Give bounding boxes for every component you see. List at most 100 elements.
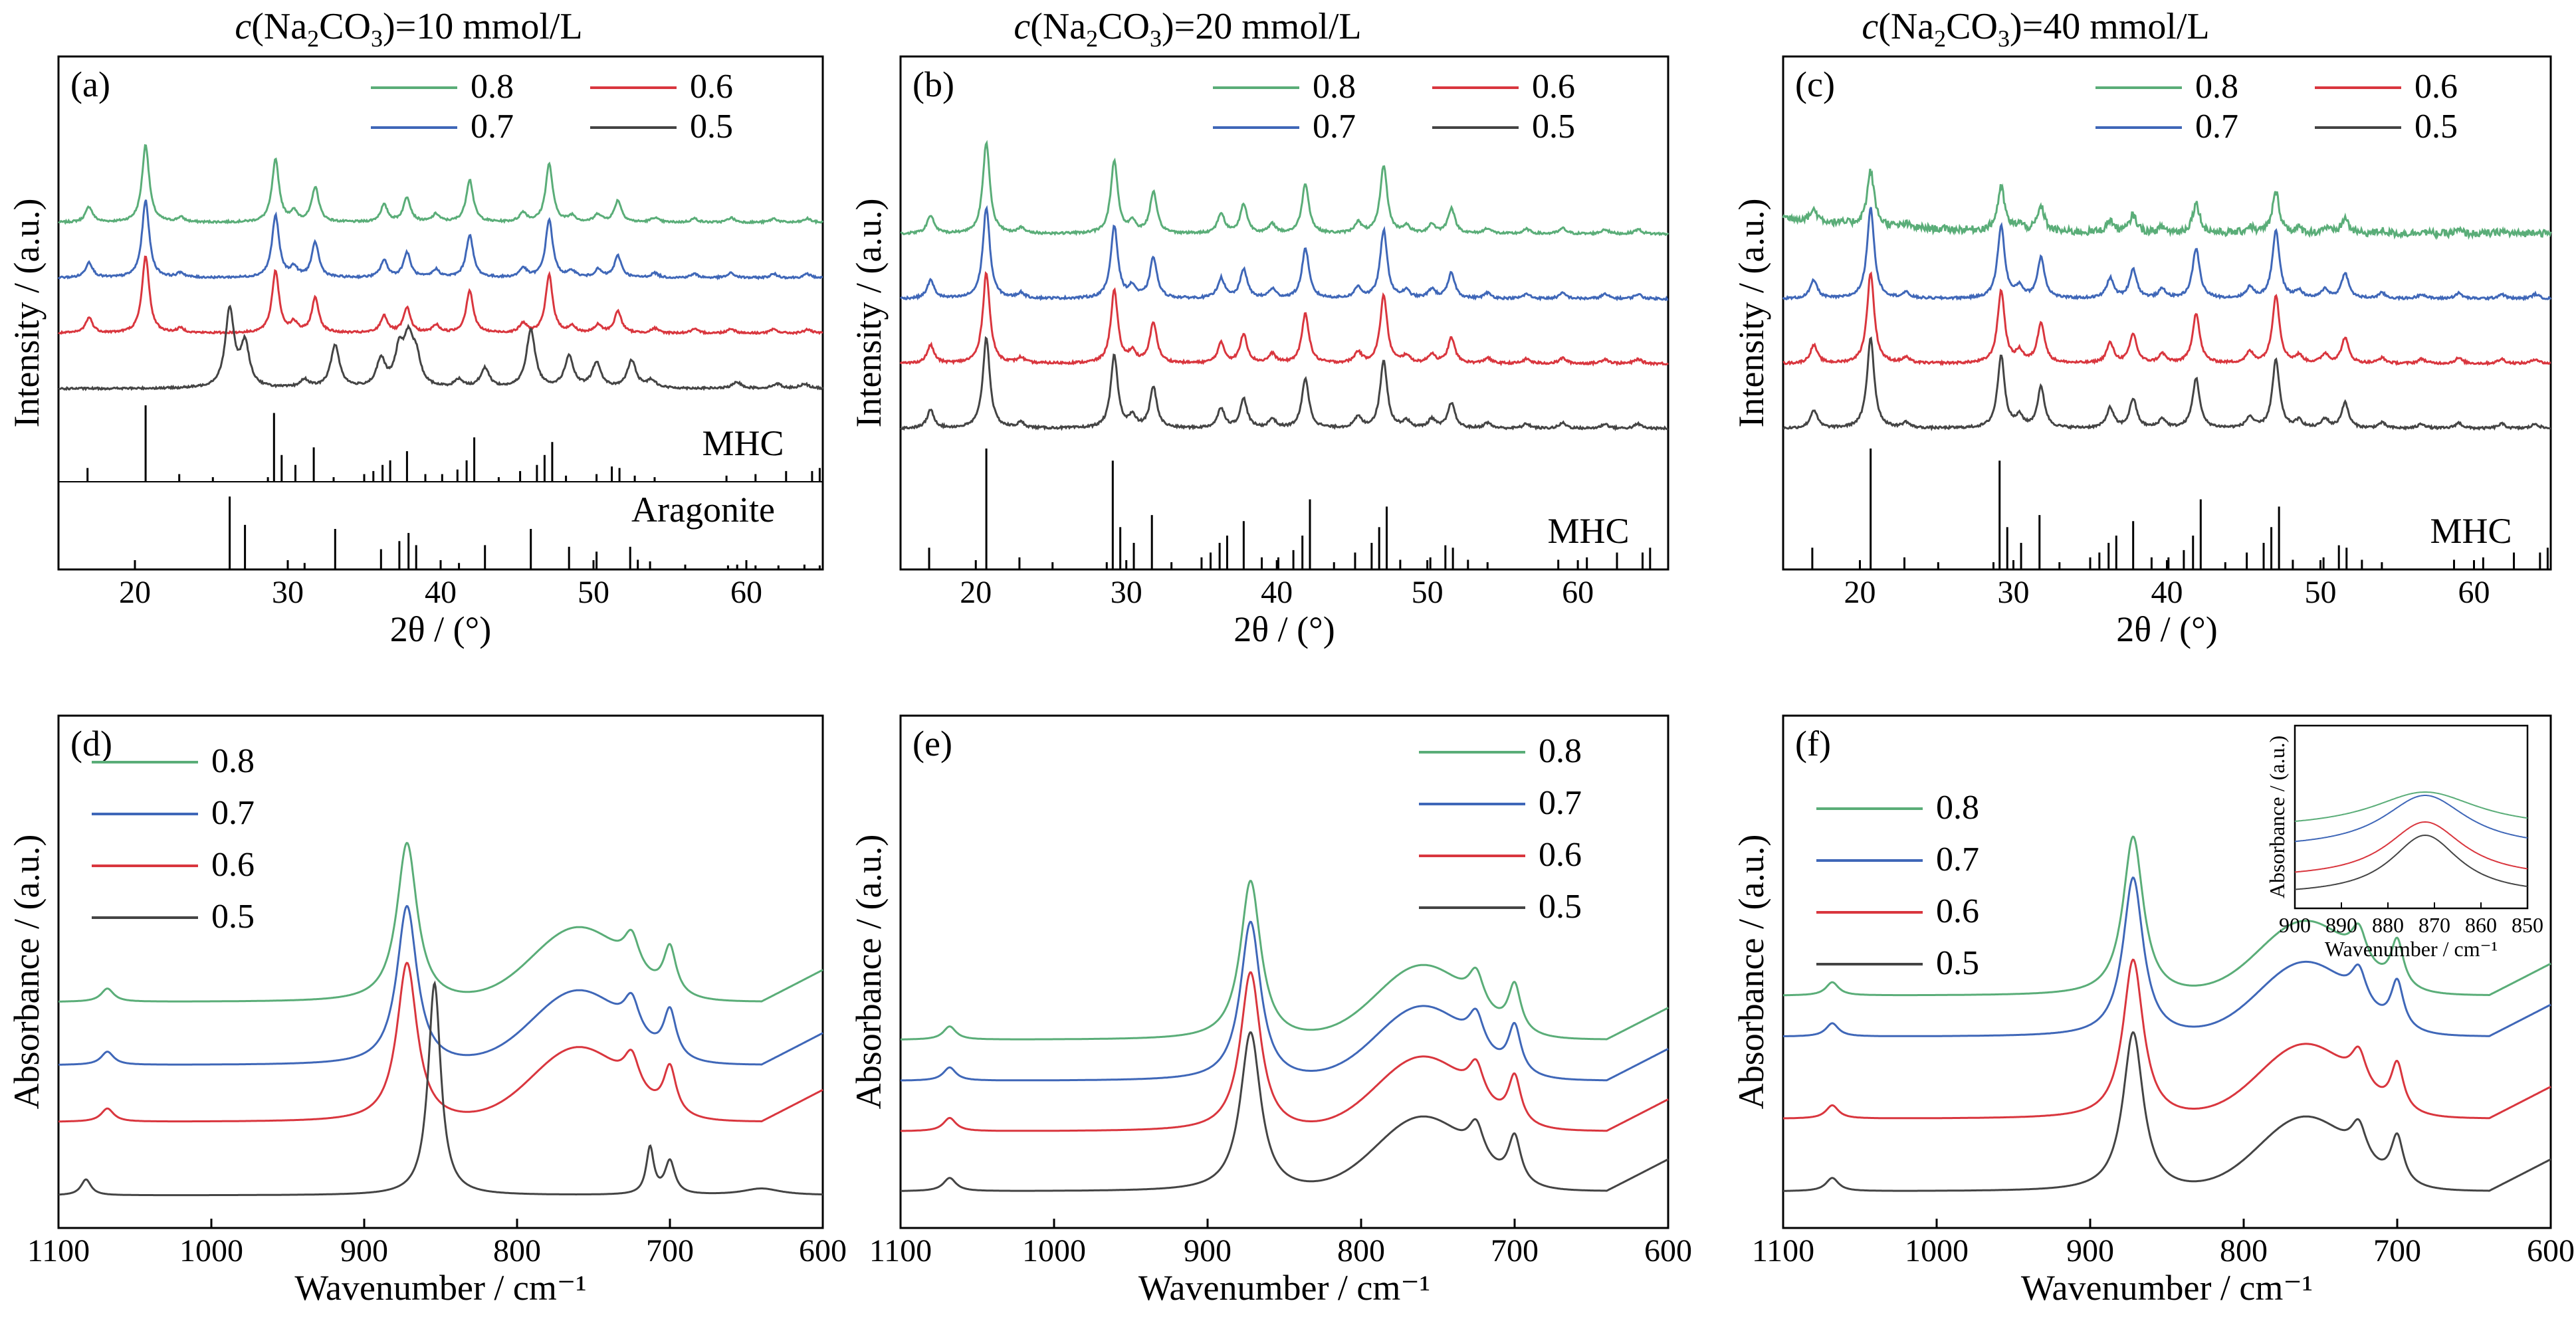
- x-tick-label: 1100: [27, 1233, 90, 1268]
- series-line-0.7: [1782, 207, 2552, 302]
- x-tick-label: 1000: [1905, 1233, 1969, 1268]
- panel-b: 20 30 40 50 60 2θ / (°) Intensity / (a.u.) (b) M…: [849, 55, 1669, 649]
- x-tick-label: 1100: [869, 1233, 932, 1268]
- x-tick-label: 60: [2458, 575, 2490, 610]
- series-line-0.7: [1783, 876, 2551, 1037]
- legend-label-0.5: 0.5: [211, 898, 255, 936]
- x-tick-label: 20: [960, 575, 992, 610]
- panel-e: 1100 1000 900 800 700 600 Wavenumber / cm⁻¹ Abs…: [849, 714, 1692, 1308]
- column-title-1: c(Na2CO3)=10 mmol/L: [235, 6, 583, 52]
- panel-label: (f): [1795, 724, 1831, 763]
- x-tick-label: 20: [119, 575, 151, 610]
- column-title-3: c(Na2CO3)=40 mmol/L: [1862, 6, 2210, 52]
- series-line-0.5: [58, 980, 823, 1197]
- plot-frame: [1782, 714, 2552, 1229]
- x-tick-label: 800: [1337, 1233, 1385, 1268]
- inset-plot: 900 890 880 870 860 850 Wavenumber / cm⁻¹ Absor…: [2265, 724, 2543, 961]
- legend-label-0.5: 0.5: [1532, 108, 1575, 146]
- legend-label-0.5: 0.5: [1936, 944, 1979, 982]
- series-line-0.8: [901, 879, 1669, 1041]
- legend-label-0.7: 0.7: [1936, 841, 1979, 878]
- reference-label-aragonite: Aragonite: [631, 490, 775, 530]
- series-line-0.6: [58, 962, 823, 1123]
- inset-series-line-0.7: [2294, 795, 2528, 843]
- legend-label-0.7: 0.7: [471, 108, 514, 146]
- x-tick-label: 600: [799, 1233, 847, 1268]
- series-line-0.8: [58, 841, 823, 1003]
- panel-label: (a): [70, 64, 110, 104]
- plot-frame: [57, 714, 824, 1229]
- inset-x-tick-label: 890: [2325, 913, 2357, 937]
- legend-label-0.7: 0.7: [1539, 784, 1582, 822]
- x-tick-label: 1000: [179, 1233, 243, 1268]
- legend-label-0.5: 0.5: [1539, 888, 1582, 926]
- panel-label: (e): [912, 724, 952, 763]
- y-axis-label: Absorbance / (a.u.): [849, 835, 889, 1110]
- series-line-0.8: [58, 144, 824, 225]
- inset-series-line-0.6: [2294, 821, 2528, 873]
- inset-series-line-0.8: [2294, 791, 2528, 822]
- legend-label-0.8: 0.8: [471, 68, 514, 106]
- x-tick-label: 1100: [1752, 1233, 1814, 1268]
- legend-label-0.8: 0.8: [1313, 68, 1356, 106]
- inset-x-tick-label: 900: [2279, 913, 2311, 937]
- legend-label-0.6: 0.6: [1539, 836, 1582, 874]
- legend-label-0.6: 0.6: [690, 68, 733, 106]
- inset-x-axis-label: Wavenumber / cm⁻¹: [2325, 937, 2498, 961]
- panel-a: 20 30 40 50 60 2θ / (°) Intensity / (a.u.) (a) M…: [7, 55, 824, 649]
- x-axis-label: Wavenumber / cm⁻¹: [294, 1268, 586, 1308]
- y-axis-label: Absorbance / (a.u.): [1731, 835, 1771, 1110]
- series-line-0.5: [58, 304, 824, 391]
- x-axis-label: 2θ / (°): [2116, 609, 2217, 649]
- x-tick-label: 20: [1844, 575, 1876, 610]
- y-axis-label: Intensity / (a.u.): [849, 199, 889, 428]
- legend-label-0.6: 0.6: [2415, 68, 2458, 106]
- series-line-0.8: [1782, 168, 2552, 241]
- series-line-0.7: [57, 199, 823, 281]
- legend-label-0.5: 0.5: [690, 108, 733, 146]
- x-axis-label: 2θ / (°): [390, 609, 491, 649]
- x-tick-label: 30: [272, 575, 304, 610]
- legend-label-0.8: 0.8: [1539, 732, 1582, 770]
- x-tick-label: 600: [1644, 1233, 1692, 1268]
- reference-label-mhc: MHC: [702, 423, 784, 463]
- inset-series-line-0.5: [2294, 834, 2528, 890]
- x-axis-label: 2θ / (°): [1234, 609, 1335, 649]
- series-line-0.7: [901, 920, 1669, 1082]
- x-tick-label: 50: [2305, 575, 2337, 610]
- series-line-0.8: [1783, 835, 2551, 997]
- legend-label-0.8: 0.8: [1936, 789, 1979, 827]
- legend-label-0.7: 0.7: [1313, 108, 1356, 146]
- legend-label-0.6: 0.6: [1532, 68, 1575, 106]
- inset-x-tick-label: 850: [2512, 913, 2543, 937]
- x-tick-label: 700: [1491, 1233, 1539, 1268]
- series-line-0.5: [1783, 1031, 2551, 1192]
- legend-label-0.7: 0.7: [211, 794, 255, 832]
- x-tick-label: 600: [2527, 1233, 2575, 1268]
- x-tick-label: 30: [1998, 575, 2030, 610]
- x-tick-label: 900: [340, 1233, 388, 1268]
- panel-f: 1100 1000 900 800 700 600 Wavenumber / cm⁻¹ Abs…: [1731, 714, 2575, 1308]
- series-line-0.5: [899, 336, 1669, 432]
- series-line-0.6: [58, 255, 823, 336]
- series-line-0.8: [900, 140, 1669, 237]
- x-tick-label: 50: [1412, 575, 1444, 610]
- legend-label-0.7: 0.7: [2195, 108, 2238, 146]
- y-axis-label: Intensity / (a.u.): [1731, 199, 1771, 428]
- x-tick-label: 40: [1261, 575, 1293, 610]
- series-line-0.5: [1782, 336, 2551, 431]
- x-tick-label: 800: [2220, 1233, 2268, 1268]
- panel-d: 1100 1000 900 800 700 600 Wavenumber / cm⁻¹ Abs…: [7, 714, 847, 1308]
- y-axis-label: Absorbance / (a.u.): [7, 835, 47, 1110]
- x-tick-label: 900: [1184, 1233, 1232, 1268]
- x-axis-label: Wavenumber / cm⁻¹: [2021, 1268, 2313, 1308]
- panel-label: (d): [70, 724, 112, 763]
- series-line-0.7: [899, 205, 1669, 302]
- column-title-2: c(Na2CO3)=20 mmol/L: [1014, 6, 1362, 52]
- x-tick-label: 700: [2373, 1233, 2421, 1268]
- legend-label-0.6: 0.6: [1936, 892, 1979, 930]
- series-line-0.6: [899, 271, 1669, 367]
- reference-label-mhc: MHC: [2430, 511, 2512, 551]
- x-tick-label: 30: [1111, 575, 1142, 610]
